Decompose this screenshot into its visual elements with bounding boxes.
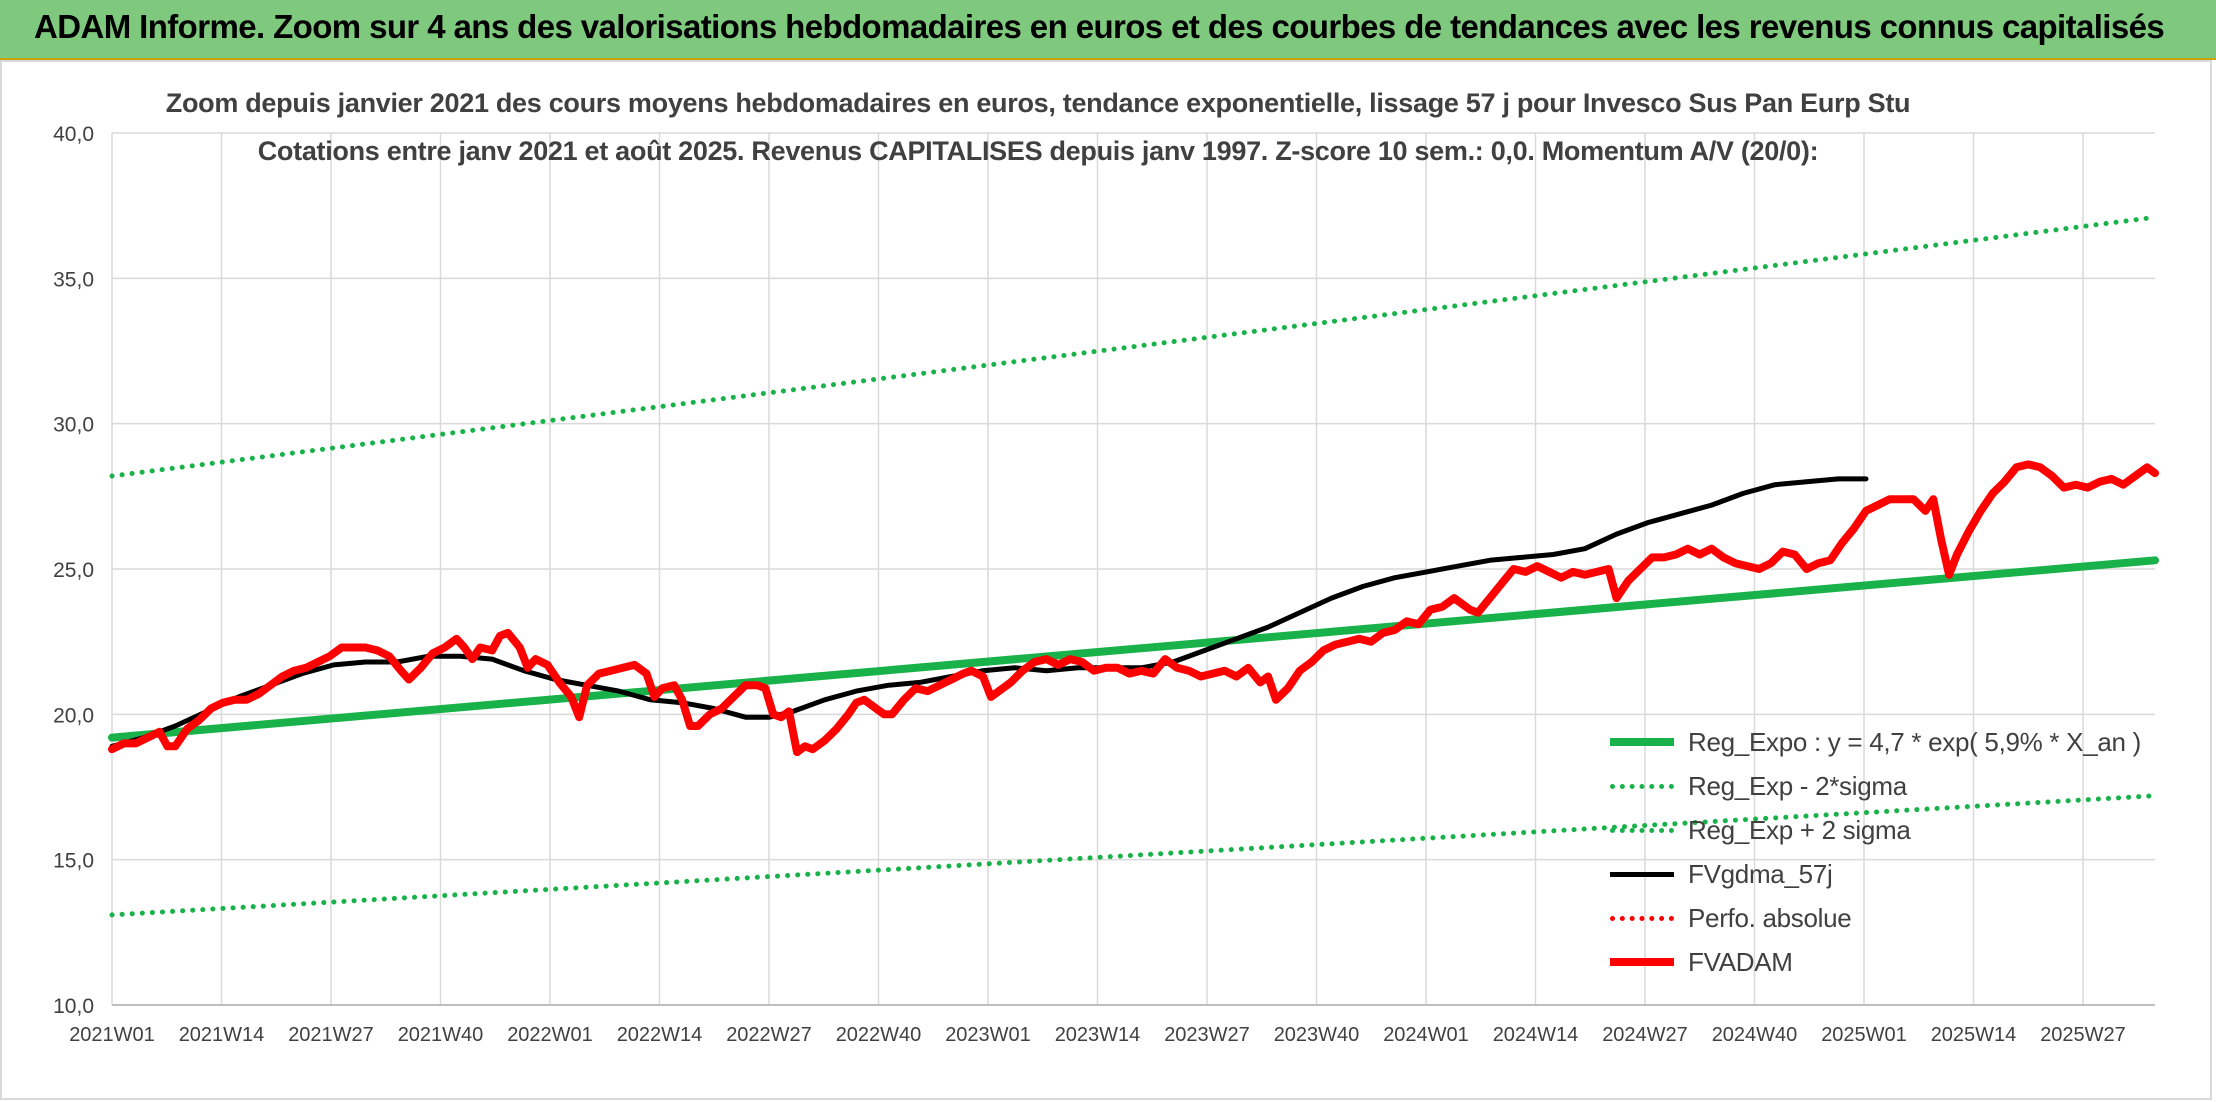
x-tick-label: 2022W01 bbox=[507, 1024, 593, 1046]
report-banner: ADAM Informe. Zoom sur 4 ans des valoris… bbox=[0, 0, 2216, 60]
legend-label: Reg_Exp - 2*sigma bbox=[1688, 770, 1907, 801]
x-tick-label: 2025W14 bbox=[1931, 1024, 2017, 1046]
legend-swatch bbox=[1610, 827, 1674, 833]
y-tick-label: 40,0 bbox=[53, 123, 94, 146]
x-tick-label: 2024W14 bbox=[1493, 1024, 1579, 1046]
legend-item: Perfo. absolue bbox=[1610, 896, 2150, 940]
series-line-reg-expo-y-4-7-exp-5-9-x-an bbox=[108, 556, 2159, 742]
report-title: ADAM Informe. Zoom sur 4 ans des valoris… bbox=[34, 8, 2165, 45]
chart-frame bbox=[0, 60, 2212, 1100]
series-lines bbox=[108, 214, 2159, 918]
x-tick-label: 2024W27 bbox=[1602, 1024, 1688, 1046]
legend-label: Perfo. absolue bbox=[1688, 902, 1852, 933]
x-tick-label: 2024W01 bbox=[1383, 1024, 1469, 1046]
x-tick-label: 2023W27 bbox=[1164, 1024, 1250, 1046]
y-tick-label: 15,0 bbox=[53, 850, 94, 873]
x-tick-label: 2023W01 bbox=[945, 1024, 1031, 1046]
series-line-reg-exp-2-sigma bbox=[109, 214, 2158, 479]
y-tick-label: 10,0 bbox=[53, 995, 94, 1018]
x-tick-label: 2023W40 bbox=[1274, 1024, 1360, 1046]
x-tick-label: 2023W14 bbox=[1055, 1024, 1141, 1046]
x-tick-label: 2022W14 bbox=[617, 1024, 703, 1046]
legend-swatch bbox=[1610, 783, 1674, 789]
chart-legend: Reg_Expo : y = 4,7 * exp( 5,9% * X_an ) R… bbox=[1610, 720, 2150, 984]
x-tick-label: 2021W01 bbox=[69, 1024, 155, 1046]
legend-swatch bbox=[1610, 958, 1674, 966]
legend-item: Reg_Exp - 2*sigma bbox=[1610, 764, 2150, 808]
y-tick-label: 20,0 bbox=[53, 704, 94, 727]
x-tick-label: 2022W40 bbox=[836, 1024, 922, 1046]
legend-item: Reg_Exp + 2 sigma bbox=[1610, 808, 2150, 852]
x-tick-label: 2025W01 bbox=[1821, 1024, 1907, 1046]
x-tick-label: 2021W14 bbox=[179, 1024, 265, 1046]
series-line-fvgdma-57j bbox=[109, 476, 1869, 749]
legend-label: Reg_Expo : y = 4,7 * exp( 5,9% * X_an ) bbox=[1688, 726, 2141, 757]
y-tick-label: 30,0 bbox=[53, 414, 94, 437]
series-line-reg-exp-2-sigma bbox=[109, 793, 2158, 918]
chart-title-line-2: Cotations entre janv 2021 et août 2025. … bbox=[257, 136, 1819, 166]
x-tick-label: 2024W40 bbox=[1712, 1024, 1798, 1046]
chart-title-line-1: Zoom depuis janvier 2021 des cours moyen… bbox=[165, 88, 1911, 118]
legend-item: FVgdma_57j bbox=[1610, 852, 2150, 896]
y-tick-label: 35,0 bbox=[53, 268, 94, 291]
x-tick-label: 2022W27 bbox=[726, 1024, 812, 1046]
legend-label: Reg_Exp + 2 sigma bbox=[1688, 814, 1911, 845]
legend-label: FVADAM bbox=[1688, 946, 1793, 977]
x-tick-label: 2025W27 bbox=[2040, 1024, 2126, 1046]
axis-ticks: 10,0 15,0 20,0 25,0 30,0 35,0 40,0 2021W01 2021W… bbox=[53, 123, 2126, 1046]
legend-swatch bbox=[1610, 915, 1674, 921]
x-tick-label: 2021W40 bbox=[398, 1024, 484, 1046]
legend-swatch bbox=[1610, 871, 1674, 877]
series-line-fvadam bbox=[108, 460, 2159, 757]
legend-item: FVADAM bbox=[1610, 940, 2150, 984]
legend-swatch bbox=[1610, 738, 1674, 746]
grid-lines bbox=[111, 132, 2155, 1006]
y-tick-label: 25,0 bbox=[53, 559, 94, 582]
legend-label: FVgdma_57j bbox=[1688, 858, 1833, 889]
legend-item: Reg_Expo : y = 4,7 * exp( 5,9% * X_an ) bbox=[1610, 720, 2150, 764]
x-tick-label: 2021W27 bbox=[288, 1024, 374, 1046]
